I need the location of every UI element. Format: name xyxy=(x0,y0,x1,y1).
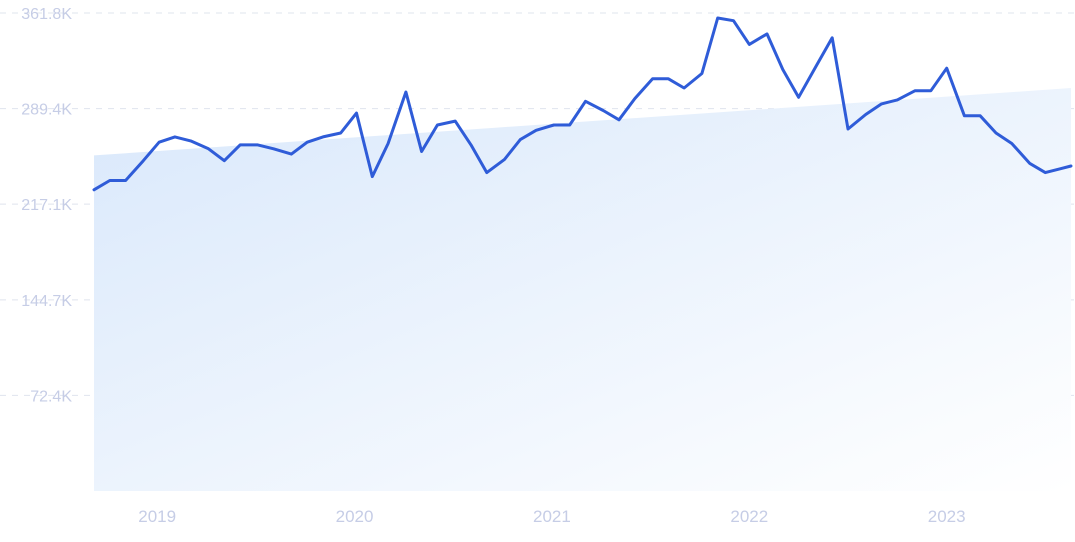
x-tick-label-2019: 2019 xyxy=(138,507,176,526)
y-tick-label-4: 72.4K xyxy=(30,388,72,405)
trend-area-fill xyxy=(94,88,1071,491)
y-axis-tick-labels: 361.8K 289.4K 217.1K 144.7K 72.4K xyxy=(21,6,72,405)
x-tick-label-2022: 2022 xyxy=(730,507,768,526)
y-tick-label-0: 361.8K xyxy=(21,6,72,23)
x-axis-tick-labels: 2019 2020 2021 2022 2023 xyxy=(138,507,965,526)
y-tick-label-1: 289.4K xyxy=(21,102,72,119)
trend-area xyxy=(94,88,1071,491)
x-tick-label-2023: 2023 xyxy=(928,507,966,526)
x-tick-label-2021: 2021 xyxy=(533,507,571,526)
series-line-layer xyxy=(92,16,1073,192)
series-line-0 xyxy=(92,16,1073,192)
y-tick-label-3: 144.7K xyxy=(21,293,72,310)
x-tick-label-2020: 2020 xyxy=(336,507,374,526)
y-tick-label-2: 217.1K xyxy=(21,197,72,214)
